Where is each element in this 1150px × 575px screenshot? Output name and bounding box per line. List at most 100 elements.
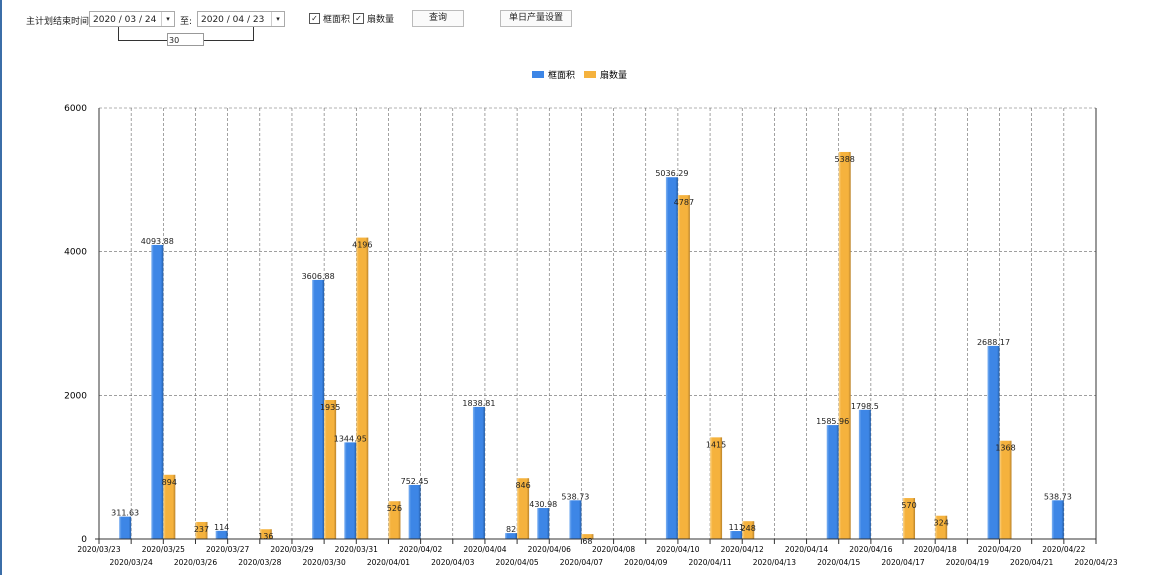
bar-area <box>408 484 421 539</box>
x-tick-label: 2020/04/17 <box>881 558 924 567</box>
end-date-label: 主计划结束时间: <box>26 17 93 27</box>
data-label: 136 <box>258 532 273 541</box>
chevron-down-icon[interactable]: ▾ <box>161 12 174 26</box>
y-tick-label: 0 <box>81 535 87 545</box>
legend: 框面积 扇数量 <box>532 69 627 81</box>
checkbox-area-label: 框面积 <box>323 15 351 25</box>
data-label: 752.45 <box>401 477 429 486</box>
x-tick-label: 2020/04/09 <box>624 558 667 567</box>
check-icon: ✓ <box>309 13 320 24</box>
bar-qty <box>710 437 723 539</box>
bar-area <box>151 244 164 539</box>
bar-qty <box>388 501 401 539</box>
bar-area <box>665 177 678 539</box>
x-tick-label: 2020/04/06 <box>528 545 571 554</box>
data-label: 5036.29 <box>655 169 688 178</box>
bar-qty <box>838 151 851 539</box>
bar-area <box>1051 500 1064 539</box>
bar-qty <box>935 515 948 539</box>
bar-qty <box>581 534 594 539</box>
x-tick-label: 2020/03/24 <box>110 558 153 567</box>
legend-swatch-qty <box>584 71 596 78</box>
bar-area <box>312 279 325 539</box>
bar-area <box>730 531 743 539</box>
data-label: 430.98 <box>529 500 557 509</box>
data-label: 4093.88 <box>141 237 174 246</box>
x-tick-label: 2020/04/04 <box>463 545 506 554</box>
x-tick-label: 2020/04/21 <box>1010 558 1053 567</box>
data-label: 1344.95 <box>334 434 367 443</box>
data-label: 526 <box>387 504 402 513</box>
data-label: 237 <box>194 525 209 534</box>
x-tick-label: 2020/04/02 <box>399 545 442 554</box>
x-tick-label: 2020/04/15 <box>817 558 860 567</box>
legend-swatch-area <box>532 71 544 78</box>
x-tick-label: 2020/04/18 <box>914 545 957 554</box>
bar-area <box>344 442 357 539</box>
bar-area <box>826 425 839 539</box>
x-tick-label: 2020/03/25 <box>142 545 185 554</box>
bar-qty <box>517 478 530 539</box>
data-label: 311.63 <box>111 509 139 518</box>
data-label: 114 <box>214 523 229 532</box>
bar-area <box>987 345 1000 539</box>
bar-qty <box>903 498 916 539</box>
end-date-value: 2020 / 04 / 23 <box>201 15 265 25</box>
bar-qty <box>163 474 176 539</box>
data-label: 68 <box>582 537 592 546</box>
data-label: 1415 <box>706 440 726 449</box>
bar-area <box>569 500 582 539</box>
x-tick-label: 2020/03/28 <box>238 558 281 567</box>
x-tick-label: 2020/04/07 <box>560 558 603 567</box>
query-button[interactable]: 查询 <box>412 10 464 27</box>
data-label: 1838.81 <box>462 399 495 408</box>
data-label: 111 <box>729 523 744 532</box>
x-tick-label: 2020/03/26 <box>174 558 217 567</box>
x-tick-label: 2020/04/16 <box>849 545 892 554</box>
legend-label-area: 框面积 <box>548 69 575 81</box>
data-label: 1585.96 <box>816 417 849 426</box>
checkbox-area[interactable]: ✓ 框面积 <box>309 12 350 25</box>
x-tick-label: 2020/04/23 <box>1074 558 1117 567</box>
data-label: 538.73 <box>561 492 589 501</box>
x-tick-label: 2020/04/08 <box>592 545 635 554</box>
data-label: 1368 <box>995 444 1015 453</box>
x-tick-label: 2020/04/12 <box>721 545 764 554</box>
bar-area <box>215 530 228 539</box>
data-label: 2688.17 <box>977 338 1010 347</box>
bar-qty <box>742 521 755 539</box>
x-tick-label: 2020/03/31 <box>335 545 378 554</box>
start-date-picker[interactable]: 2020 / 03 / 24 ▾ <box>89 11 175 27</box>
data-label: 248 <box>741 524 756 533</box>
data-label: 538.73 <box>1044 492 1072 501</box>
bar-area <box>858 409 871 539</box>
x-tick-label: 2020/04/22 <box>1042 545 1085 554</box>
end-date-picker[interactable]: 2020 / 04 / 23 ▾ <box>197 11 285 27</box>
x-tick-label: 2020/03/30 <box>303 558 346 567</box>
x-tick-label: 2020/04/11 <box>688 558 731 567</box>
bar-qty <box>324 400 337 539</box>
bar-area <box>537 508 550 539</box>
bar-qty <box>999 440 1012 539</box>
x-tick-label: 2020/04/01 <box>367 558 410 567</box>
daily-output-settings-button[interactable]: 单日产量设置 <box>500 10 572 27</box>
data-label: 1798.5 <box>851 402 879 411</box>
data-label: 82 <box>506 525 516 534</box>
checkbox-qty[interactable]: ✓ 扇数量 <box>353 12 394 25</box>
data-label: 3606.88 <box>302 272 335 281</box>
data-label: 5388 <box>835 155 855 164</box>
y-tick-label: 4000 <box>64 248 87 258</box>
days-field[interactable]: 30 <box>167 33 204 46</box>
check-icon: ✓ <box>353 13 364 24</box>
x-tick-label: 2020/04/19 <box>946 558 989 567</box>
y-tick-label: 2000 <box>64 391 87 401</box>
y-tick-label: 6000 <box>64 104 87 114</box>
x-tick-label: 2020/04/20 <box>978 545 1021 554</box>
data-label: 570 <box>901 501 916 510</box>
x-tick-label: 2020/04/05 <box>495 558 538 567</box>
legend-label-qty: 扇数量 <box>600 69 627 81</box>
data-label: 324 <box>934 519 949 528</box>
chevron-down-icon[interactable]: ▾ <box>271 12 284 26</box>
x-tick-label: 2020/04/10 <box>656 545 699 554</box>
